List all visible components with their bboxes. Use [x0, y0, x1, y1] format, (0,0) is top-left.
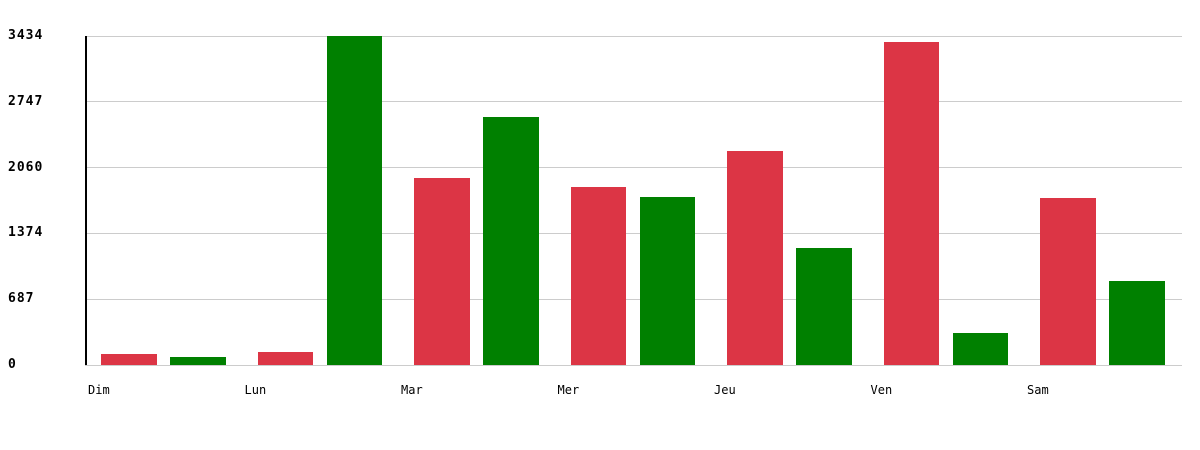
- bar-ven-red-series: [883, 42, 939, 365]
- xtick-label-jeu: Jeu: [714, 383, 736, 397]
- bar-sam-red-series: [1040, 197, 1096, 365]
- bar-dim-red-series: [101, 354, 157, 365]
- gridline-2747: [85, 101, 1182, 103]
- ytick-label-3434: 3434: [8, 28, 44, 43]
- bar-mar-green-series: [483, 116, 539, 365]
- ytick-label-687: 687: [8, 291, 35, 307]
- ytick-label-2747: 2747: [8, 93, 44, 109]
- ytick-label-0: 0: [8, 357, 17, 372]
- xtick-label-mer: Mer: [557, 383, 580, 397]
- bar-mer-green-series: [639, 196, 695, 365]
- bar-ven-green-series: [952, 332, 1008, 365]
- gridline-3434: [85, 35, 1182, 37]
- gridline-1374: [85, 232, 1182, 234]
- xtick-label-ven: Ven: [870, 383, 893, 397]
- y-axis-line: [85, 36, 87, 365]
- gridline-687: [85, 298, 1182, 300]
- ytick-label-1374: 1374: [8, 225, 44, 241]
- bar-jeu-green-series: [796, 248, 852, 365]
- bar-lun-red-series: [257, 352, 313, 365]
- xtick-label-lun: Lun: [244, 383, 267, 397]
- gridline-0: [85, 364, 1182, 366]
- ytick-label-2060: 2060: [8, 159, 44, 175]
- bar-mer-red-series: [570, 186, 626, 365]
- gridline-2060: [85, 167, 1182, 169]
- xtick-label-sam: Sam: [1027, 383, 1049, 397]
- bar-dim-green-series: [170, 356, 226, 365]
- xtick-label-mar: Mar: [401, 383, 423, 397]
- bar-jeu-red-series: [727, 150, 783, 365]
- bar-sam-green-series: [1109, 281, 1165, 365]
- bar-mar-red-series: [414, 178, 470, 365]
- xtick-label-dim: Dim: [88, 383, 110, 397]
- bar-lun-green-series: [326, 36, 382, 365]
